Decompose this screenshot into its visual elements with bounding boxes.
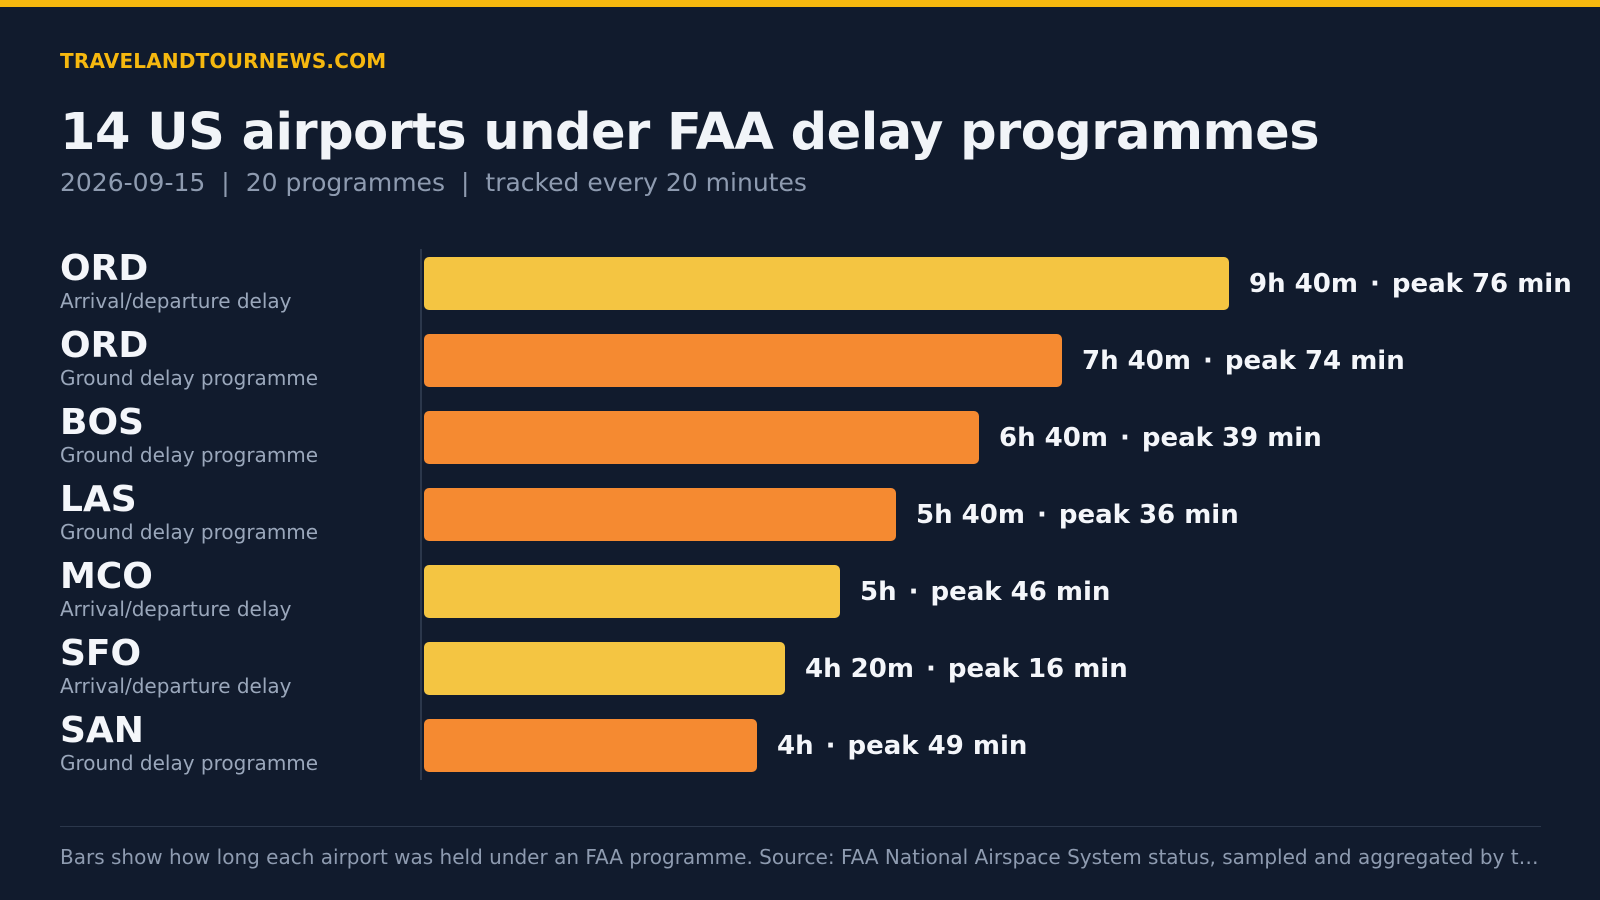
chart-title: 14 US airports under FAA delay programme… [60, 103, 1320, 162]
value-separator: · [825, 731, 836, 761]
bar-value-label: 9h 40m · peak 76 min [1249, 264, 1572, 304]
bar [424, 488, 896, 541]
brand-label: TRAVELANDTOURNEWS.COM [60, 49, 387, 73]
programme-type-label: Ground delay programme [60, 443, 319, 467]
subtitle-cadence: tracked every 20 minutes [485, 168, 807, 197]
bar-value-label: 5h 40m · peak 36 min [916, 495, 1239, 535]
airport-code-label: SFO [60, 633, 142, 674]
duration-label: 5h 40m [916, 500, 1025, 530]
peak-label: peak 16 min [947, 654, 1128, 684]
value-separator: · [1036, 500, 1047, 530]
bar [424, 642, 785, 695]
value-separator: · [925, 654, 936, 684]
bar-row: SAN Ground delay programme 4h · peak 49 min [0, 703, 1600, 780]
peak-label: peak 39 min [1141, 423, 1322, 453]
duration-label: 5h [860, 577, 897, 607]
value-separator: · [1202, 346, 1213, 376]
bar-value-label: 4h 20m · peak 16 min [805, 649, 1128, 689]
subtitle-separator: | [460, 168, 470, 197]
programme-type-label: Ground delay programme [60, 520, 319, 544]
subtitle-separator: | [221, 168, 230, 197]
bar [424, 257, 1229, 310]
bar [424, 565, 840, 618]
top-accent-bar [0, 0, 1600, 7]
airport-code-label: ORD [60, 325, 149, 366]
bar [424, 719, 757, 772]
peak-label: peak 76 min [1391, 269, 1572, 299]
chart-footnote: Bars show how long each airport was held… [60, 845, 1541, 869]
programme-type-label: Ground delay programme [60, 366, 319, 390]
chart-subtitle: 2026-09-15 | 20 programmes | tracked every 2… [60, 168, 807, 197]
peak-label: peak 49 min [847, 731, 1028, 761]
airport-code-label: MCO [60, 556, 153, 597]
airport-code-label: SAN [60, 710, 144, 751]
bar-row: LAS Ground delay programme 5h 40m · peak 36 … [0, 472, 1600, 549]
footer-divider [60, 826, 1541, 827]
airport-code-label: ORD [60, 248, 149, 289]
bar-row: BOS Ground delay programme 6h 40m · peak 39 … [0, 395, 1600, 472]
programme-type-label: Arrival/departure delay [60, 597, 292, 621]
value-separator: · [1369, 269, 1380, 299]
peak-label: peak 36 min [1058, 500, 1239, 530]
chart-baseline [420, 249, 422, 780]
bar-value-label: 5h · peak 46 min [860, 572, 1110, 612]
bar-row: ORD Arrival/departure delay 9h 40m · peak 76… [0, 241, 1600, 318]
duration-label: 4h 20m [805, 654, 914, 684]
programme-type-label: Arrival/departure delay [60, 674, 292, 698]
bar-value-label: 7h 40m · peak 74 min [1082, 341, 1405, 381]
programme-type-label: Arrival/departure delay [60, 289, 292, 313]
bar [424, 411, 979, 464]
value-separator: · [908, 577, 919, 607]
duration-label: 6h 40m [999, 423, 1108, 453]
bar [424, 334, 1062, 387]
airport-code-label: BOS [60, 402, 144, 443]
programme-type-label: Ground delay programme [60, 751, 319, 775]
duration-label: 4h [777, 731, 814, 761]
subtitle-date: 2026-09-15 [60, 168, 206, 197]
airport-code-label: LAS [60, 479, 137, 520]
bar-row: MCO Arrival/departure delay 5h · peak 46 min [0, 549, 1600, 626]
duration-label: 9h 40m [1249, 269, 1358, 299]
subtitle-programmes: 20 programmes [245, 168, 445, 197]
bar-value-label: 6h 40m · peak 39 min [999, 418, 1322, 458]
duration-label: 7h 40m [1082, 346, 1191, 376]
bar-row: SFO Arrival/departure delay 4h 20m · peak 16… [0, 626, 1600, 703]
peak-label: peak 74 min [1224, 346, 1405, 376]
bar-value-label: 4h · peak 49 min [777, 726, 1027, 766]
peak-label: peak 46 min [930, 577, 1111, 607]
value-separator: · [1119, 423, 1130, 453]
bar-row: ORD Ground delay programme 7h 40m · peak 74 … [0, 318, 1600, 395]
